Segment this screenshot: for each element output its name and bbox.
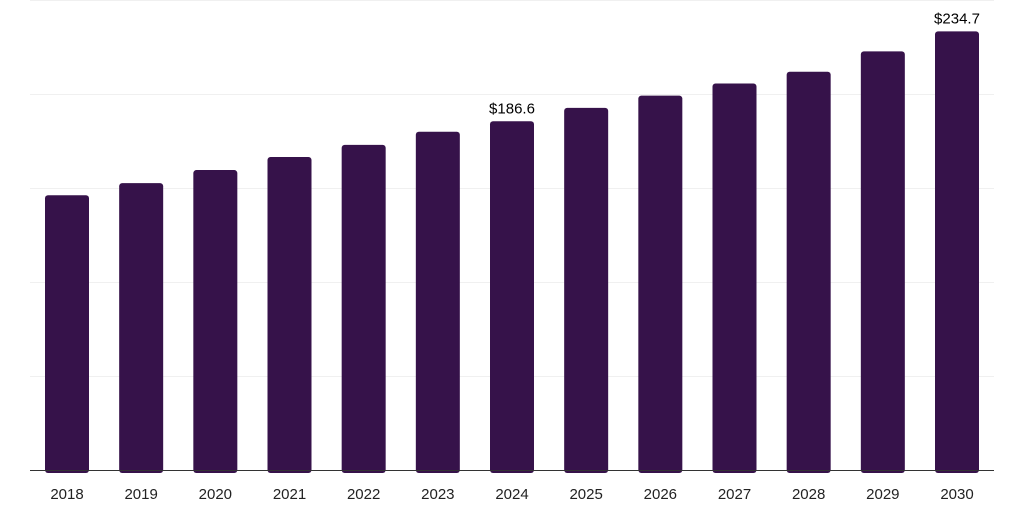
x-tick-label: 2026 xyxy=(644,486,677,503)
data-label-2024: $186.6 xyxy=(489,100,535,117)
x-tick-label: 2025 xyxy=(569,486,602,503)
x-tick-label: 2027 xyxy=(718,486,751,503)
bar-2026 xyxy=(638,95,683,474)
bar-2029 xyxy=(860,51,905,473)
x-tick-label: 2024 xyxy=(495,486,528,503)
bar-2018 xyxy=(45,195,89,474)
bar-2022 xyxy=(341,144,386,473)
x-tick-label: 2018 xyxy=(50,486,83,503)
x-tick-label: 2021 xyxy=(273,486,306,503)
bar-2020 xyxy=(193,170,238,473)
bar-2019 xyxy=(119,183,164,473)
bar-2028 xyxy=(786,71,831,473)
bar-2027 xyxy=(712,83,757,473)
bar-2024 xyxy=(490,121,534,473)
data-label-2030: $234.7 xyxy=(934,10,980,27)
x-tick-label: 2023 xyxy=(421,486,454,503)
bar-2030 xyxy=(935,31,979,474)
bars xyxy=(45,31,979,474)
bar-2021 xyxy=(267,156,312,474)
x-tick-label: 2019 xyxy=(124,486,157,503)
x-tick-label: 2028 xyxy=(792,486,825,503)
x-axis: 2018 2019 2020 2021 2022 2023 2024 2025 2026 2027… xyxy=(30,470,994,503)
x-tick-label: 2022 xyxy=(347,486,380,503)
data-labels: $186.6 $234.7 xyxy=(489,10,980,117)
x-tick-label: 2020 xyxy=(199,486,232,503)
bar-2025 xyxy=(564,107,609,473)
x-tick-label: 2030 xyxy=(940,486,973,503)
bar-2023 xyxy=(415,131,460,473)
x-tick-label: 2029 xyxy=(866,486,899,503)
